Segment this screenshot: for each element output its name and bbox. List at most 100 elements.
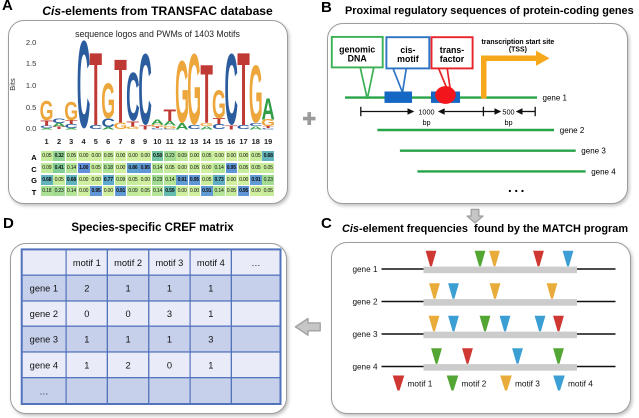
svg-text:A: A: [261, 93, 274, 127]
svg-text:T: T: [40, 119, 53, 127]
svg-text:C: C: [249, 122, 263, 127]
svg-text:T: T: [114, 40, 127, 142]
svg-text:0: 0: [167, 361, 172, 371]
svg-text:T: T: [237, 31, 250, 148]
svg-text:C: C: [64, 123, 78, 129]
svg-text:G: G: [64, 97, 78, 126]
svg-text:1: 1: [167, 335, 172, 345]
svg-text:1: 1: [167, 284, 172, 294]
svg-text:C: C: [52, 117, 65, 124]
svg-text:(TSS): (TSS): [509, 47, 527, 54]
svg-text:…: …: [39, 387, 48, 397]
svg-text:C: C: [89, 125, 103, 131]
svg-text:G: G: [101, 73, 115, 129]
svg-text:C: C: [187, 125, 201, 131]
svg-text:G: G: [212, 83, 226, 127]
svg-text:2: 2: [126, 361, 131, 371]
svg-text:G: G: [187, 34, 201, 147]
svg-text:1: 1: [84, 335, 89, 345]
svg-text:C: C: [151, 128, 165, 130]
svg-text:T: T: [225, 125, 238, 131]
svg-text:gene 4: gene 4: [30, 361, 58, 371]
svg-text:gene 2: gene 2: [352, 298, 377, 307]
svg-text:C: C: [126, 59, 139, 135]
svg-text:T: T: [65, 120, 78, 126]
svg-text:0: 0: [84, 309, 89, 319]
svg-text:C: C: [77, 16, 90, 154]
svg-text:C: C: [101, 117, 114, 130]
svg-text:T: T: [139, 125, 152, 131]
svg-text:gene 3: gene 3: [581, 147, 606, 156]
svg-text:G: G: [200, 122, 214, 127]
svg-text:gene 2: gene 2: [30, 309, 58, 319]
svg-text:motif 1: motif 1: [73, 258, 101, 268]
svg-text:T: T: [262, 126, 275, 128]
svg-text:…: …: [251, 258, 260, 268]
svg-text:3: 3: [167, 309, 172, 319]
svg-text:motif 1: motif 1: [408, 379, 433, 389]
svg-text:T: T: [90, 31, 103, 148]
svg-text:G: G: [249, 50, 263, 140]
svg-text:T: T: [163, 106, 176, 125]
svg-text:motif 3: motif 3: [515, 379, 540, 389]
svg-text:A: A: [200, 125, 214, 130]
svg-text:gene 3: gene 3: [30, 335, 58, 345]
svg-text:DNA: DNA: [348, 53, 368, 63]
svg-text:A: A: [163, 120, 176, 127]
svg-text:A: A: [102, 126, 116, 130]
svg-text:1000: 1000: [418, 107, 434, 116]
svg-text:C: C: [212, 123, 225, 132]
svg-text:T: T: [151, 126, 164, 128]
svg-text:C: C: [224, 34, 237, 147]
svg-text:T: T: [127, 120, 140, 128]
svg-text:C: C: [163, 128, 177, 130]
svg-text:1: 1: [208, 309, 213, 319]
svg-text:transcription start site: transcription start site: [482, 39, 555, 46]
svg-text:trans-: trans-: [440, 45, 465, 55]
svg-text:G: G: [40, 95, 54, 126]
svg-text:C: C: [261, 127, 275, 129]
svg-text:motif 4: motif 4: [568, 379, 593, 389]
svg-text:T: T: [53, 126, 66, 130]
svg-text:motif: motif: [397, 54, 419, 64]
svg-text:A: A: [151, 118, 164, 126]
svg-text:A: A: [175, 122, 189, 132]
svg-text:1: 1: [208, 284, 213, 294]
svg-text:A: A: [249, 125, 263, 130]
svg-text:1: 1: [84, 361, 89, 371]
svg-text:1: 1: [126, 335, 131, 345]
svg-text:C: C: [40, 125, 54, 129]
svg-text:gene 3: gene 3: [352, 330, 377, 339]
svg-text:gene 1: gene 1: [543, 93, 568, 102]
svg-text:G: G: [126, 126, 140, 131]
svg-text:T: T: [213, 117, 226, 126]
svg-text:A: A: [52, 122, 66, 128]
svg-text:A: A: [65, 127, 79, 129]
svg-text:C: C: [138, 34, 151, 147]
svg-text:G: G: [163, 125, 177, 130]
svg-text:1: 1: [208, 361, 213, 371]
svg-text:gene 1: gene 1: [352, 265, 377, 274]
svg-text:1: 1: [126, 284, 131, 294]
svg-text:0: 0: [126, 309, 131, 319]
svg-text:cis-: cis-: [400, 45, 415, 55]
svg-text:A: A: [40, 127, 54, 129]
svg-text:T: T: [200, 47, 213, 140]
svg-text:C: C: [237, 125, 251, 131]
svg-text:G: G: [150, 124, 164, 128]
svg-text:2: 2: [84, 284, 89, 294]
svg-text:bp: bp: [422, 118, 430, 127]
svg-text:motif 4: motif 4: [197, 258, 225, 268]
svg-text:motif 2: motif 2: [462, 379, 487, 389]
svg-text:3: 3: [208, 335, 213, 345]
svg-text:gene 2: gene 2: [560, 126, 585, 135]
svg-text:G: G: [175, 43, 189, 141]
svg-text:gene 4: gene 4: [352, 363, 377, 372]
svg-text:gene 4: gene 4: [591, 167, 616, 176]
svg-text:bp: bp: [504, 118, 512, 127]
svg-text:500: 500: [502, 107, 514, 116]
svg-text:...: ...: [508, 180, 527, 195]
svg-text:G: G: [114, 121, 128, 131]
svg-text:motif 3: motif 3: [155, 258, 183, 268]
svg-text:motif 2: motif 2: [114, 258, 142, 268]
